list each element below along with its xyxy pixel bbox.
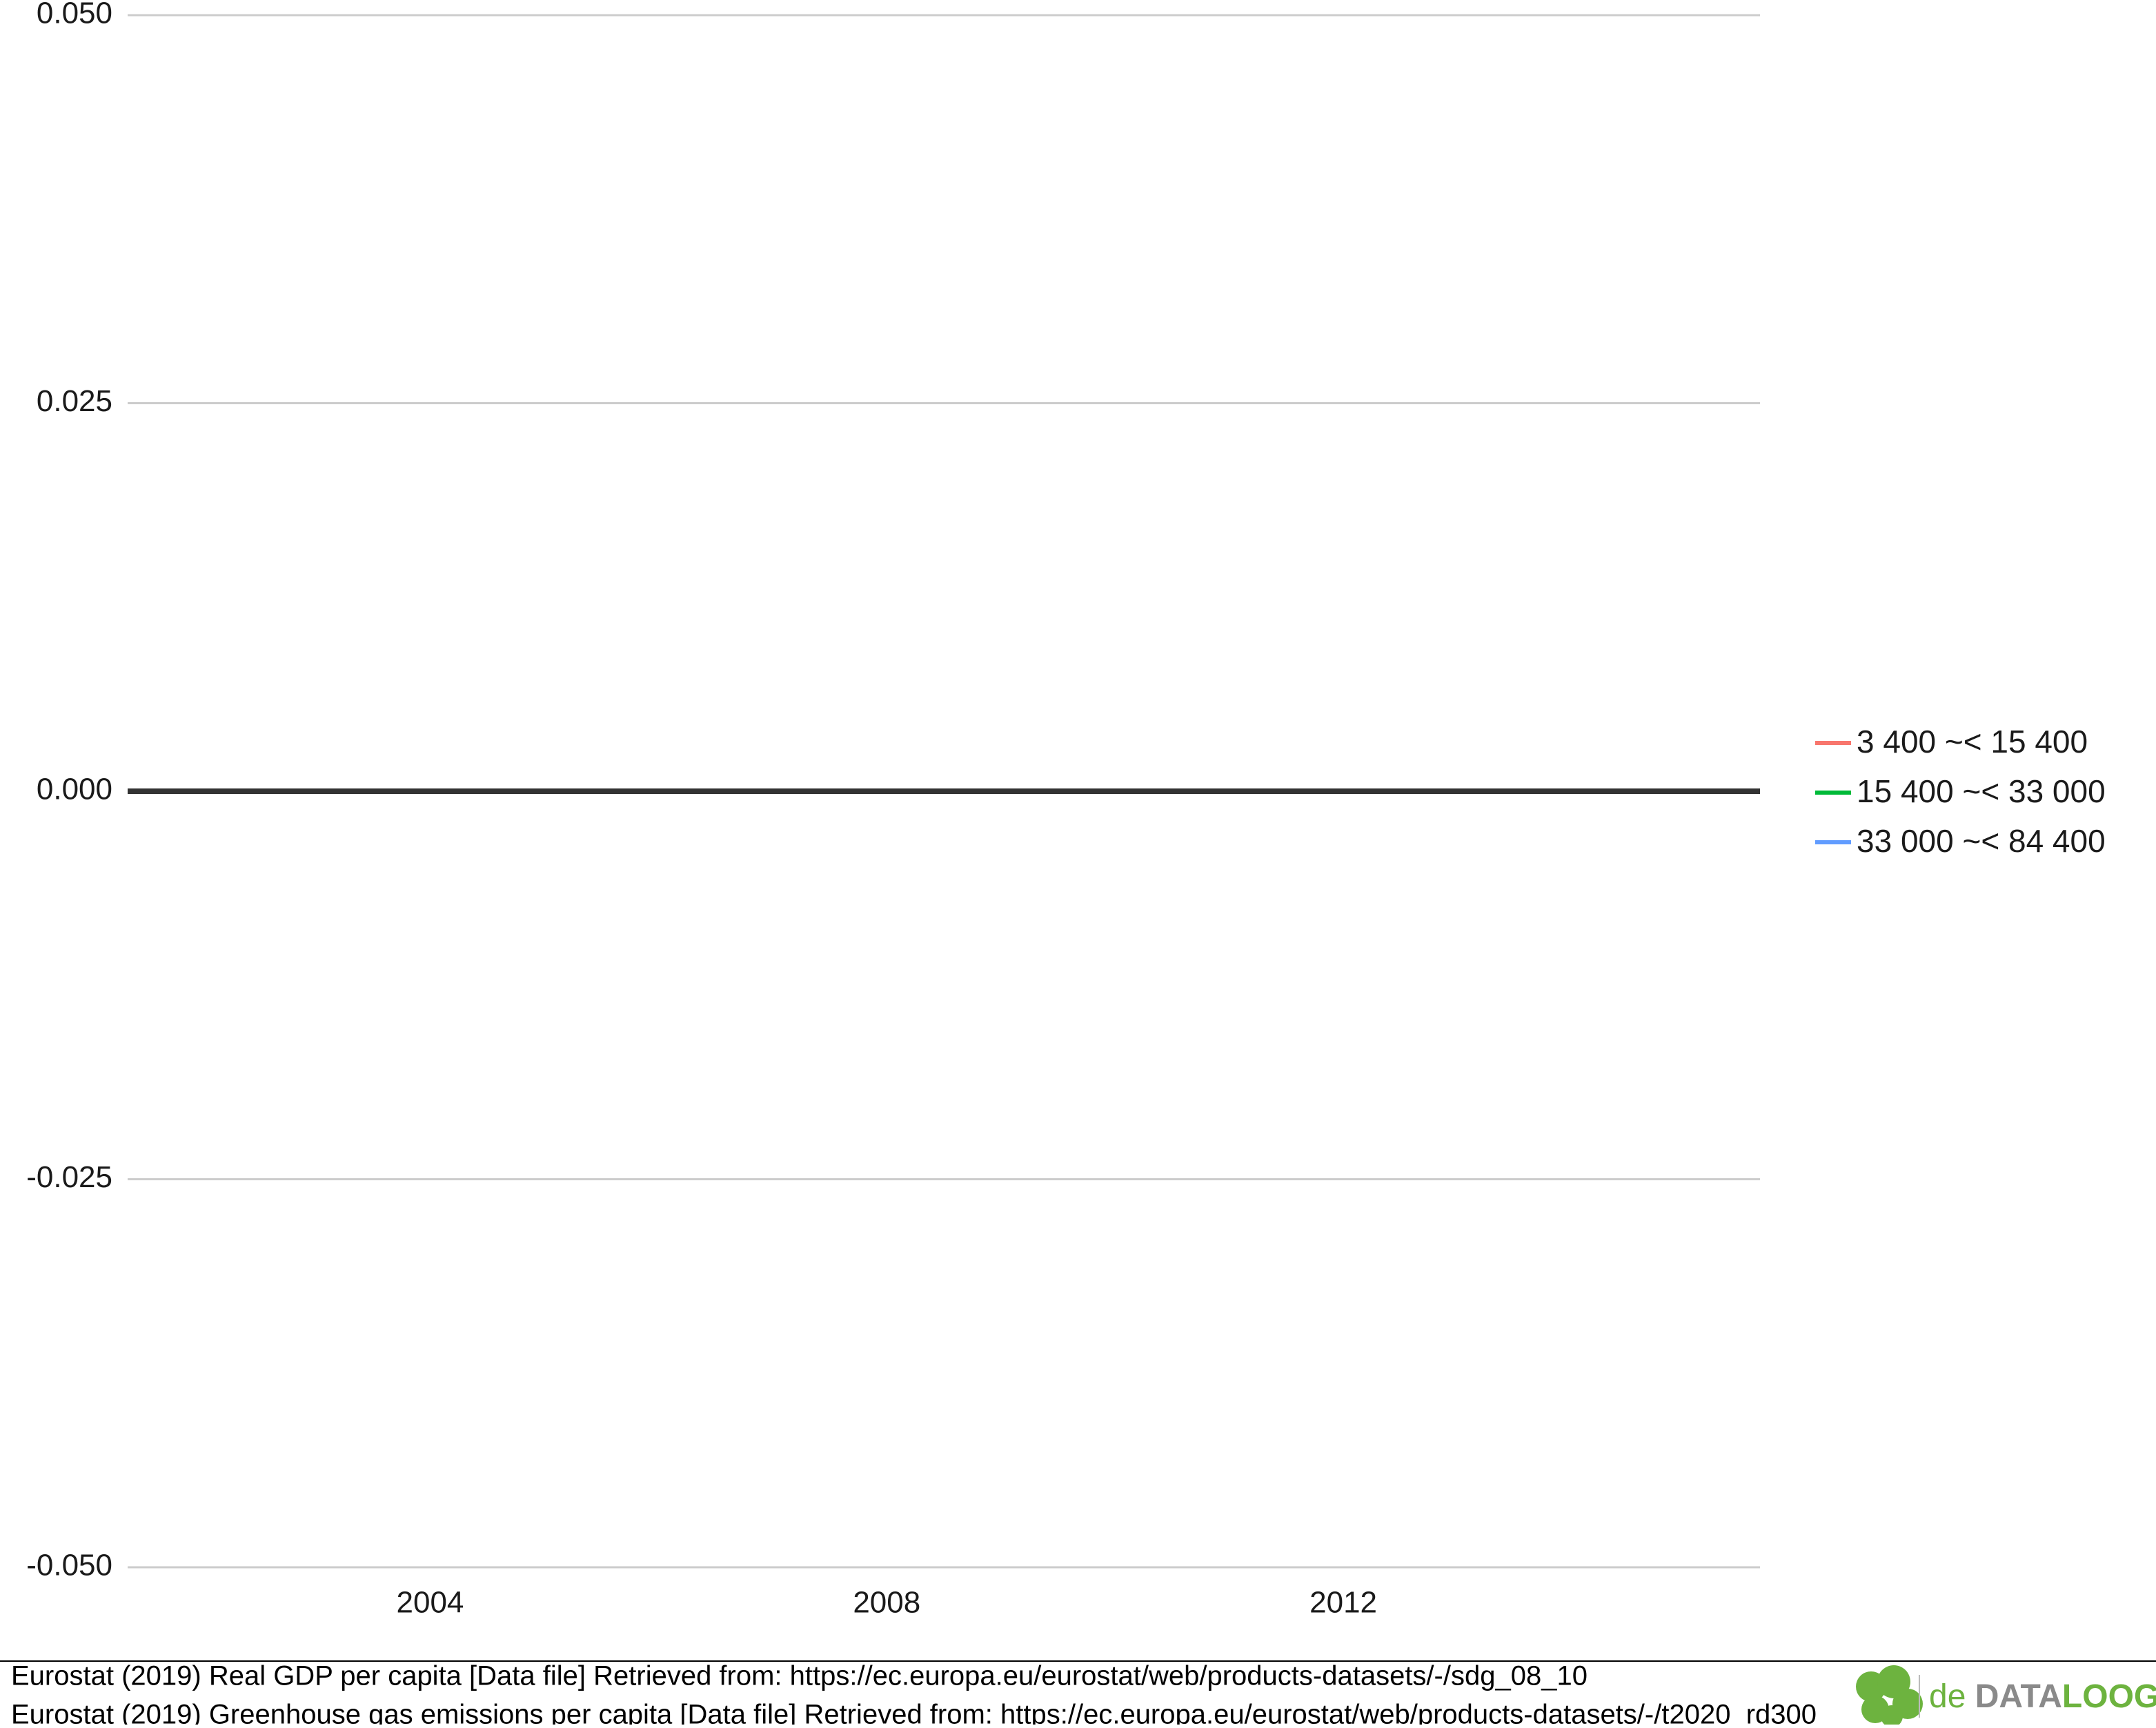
y-tick-label: -0.025 xyxy=(26,1160,112,1194)
legend-label: 15 400 ~< 33 000 xyxy=(1857,773,2106,809)
legend-label: 3 400 ~< 15 400 xyxy=(1857,724,2088,759)
x-tick-label: 2012 xyxy=(1309,1586,1377,1620)
logo-text: de DATALOOG xyxy=(1929,1678,2156,1715)
y-tick-label: 0.000 xyxy=(37,773,112,806)
logo-icon xyxy=(1856,1665,1923,1727)
y-tick-label: 0.025 xyxy=(37,384,112,418)
y-tick-label: -0.050 xyxy=(26,1549,112,1582)
source-line: Eurostat (2019) Real GDP per capita [Dat… xyxy=(11,1661,1588,1691)
x-tick-label: 2008 xyxy=(853,1586,920,1620)
logo-prefix: de xyxy=(1929,1678,1966,1715)
logo: de DATALOOG xyxy=(1842,1664,2156,1727)
x-tick-label: 2004 xyxy=(397,1586,464,1620)
logo-main: DATA xyxy=(1975,1678,2062,1715)
legend-label: 33 000 ~< 84 400 xyxy=(1857,823,2106,859)
y-tick-label: 0.050 xyxy=(37,0,112,30)
logo-accent: LOOG xyxy=(2062,1678,2156,1715)
source-line: Eurostat (2019) Greenhouse gas emissions… xyxy=(11,1700,1817,1725)
